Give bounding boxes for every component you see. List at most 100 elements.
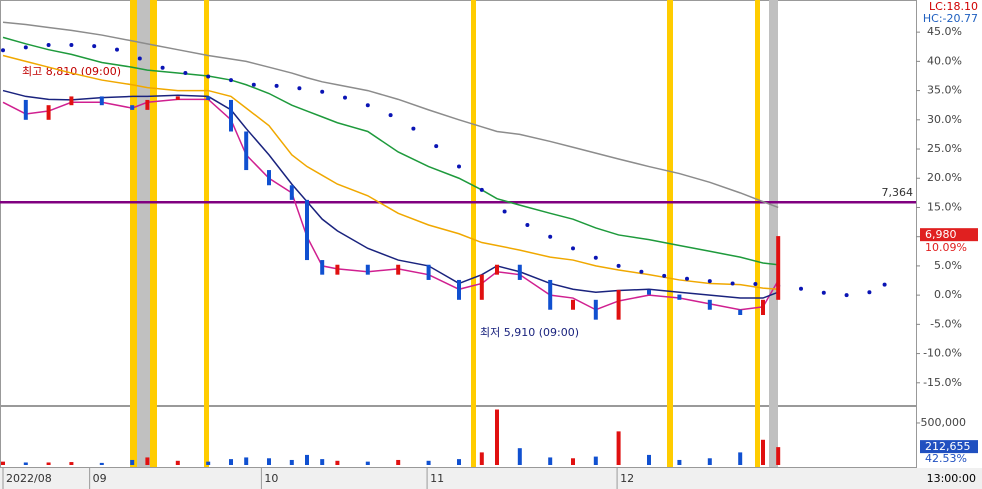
candle (677, 294, 682, 300)
y-tick-label: 45.0% (927, 25, 962, 38)
last-volume: 212,655 (925, 440, 971, 453)
ma-line (2, 89, 779, 299)
ma-line (2, 54, 779, 291)
volume-bar (396, 459, 401, 465)
sar-dot (343, 95, 347, 100)
x-tick-label: 10 (264, 472, 278, 485)
candle (517, 264, 522, 280)
sar-dot (821, 290, 826, 295)
volume-bar (130, 459, 135, 465)
volume-bar (206, 461, 211, 465)
candle (99, 96, 104, 106)
signal-band (137, 0, 150, 467)
candle (206, 96, 211, 100)
x-tick-label: 2022/08 (6, 472, 52, 485)
candle (289, 185, 294, 200)
sar-dot (707, 279, 712, 284)
sar-dot (46, 43, 51, 47)
volume-bar (145, 457, 150, 465)
volume-bar (426, 460, 431, 465)
sar-dot (548, 234, 553, 239)
sar-dot (616, 263, 621, 268)
sar-dot (1, 48, 5, 53)
candle (776, 236, 781, 300)
candle (69, 96, 74, 106)
candle (396, 264, 401, 275)
y-tick-label: 25.0% (927, 142, 962, 155)
candle (267, 170, 271, 186)
candle (320, 260, 325, 275)
candle (707, 299, 712, 310)
sar-dot (525, 223, 530, 227)
time-label: 13:00:00 (927, 472, 976, 485)
signal-band (769, 0, 778, 467)
y-tick-label: 5.0% (934, 259, 962, 272)
signal-band (755, 0, 760, 467)
volume-ratio: 42.53% (925, 452, 967, 465)
candle (479, 274, 484, 300)
x-tick-label: 11 (430, 472, 444, 485)
sar-dot (160, 65, 165, 70)
volume-bar (677, 459, 682, 465)
volume-tick-label: 500,000 (921, 416, 967, 429)
sar-dot (479, 187, 484, 192)
candle (616, 289, 621, 320)
sar-dot (685, 276, 689, 281)
candle (229, 99, 233, 132)
candle (548, 279, 553, 310)
volume-bar (365, 461, 370, 465)
y-tick-label: -15.0% (923, 376, 962, 389)
signal-band (667, 0, 673, 467)
volume-bar (616, 431, 621, 465)
volume-bar (244, 457, 249, 465)
sar-dot (69, 43, 74, 47)
volume-bar (1, 461, 5, 465)
sar-dot (23, 45, 28, 50)
volume-bar (320, 459, 325, 465)
volume-bar (548, 457, 553, 465)
sar-dot (115, 47, 119, 52)
candle (175, 96, 180, 100)
sar-dot (730, 281, 735, 286)
sar-dot (639, 269, 644, 274)
volume-bar (23, 462, 28, 465)
sar-dot (882, 282, 887, 287)
signal-bands (130, 0, 778, 467)
sar-dot (411, 126, 416, 131)
volume-bar (229, 459, 233, 465)
high-label: 최고 8,810 (09:00) (22, 65, 121, 78)
hc-label: HC:-20.77 (923, 12, 978, 25)
candle (335, 264, 340, 275)
y-tick-label: 15.0% (927, 200, 962, 213)
sar-dot (753, 282, 758, 287)
reference-label: 7,364 (882, 186, 914, 199)
x-tick-label: 12 (620, 472, 634, 485)
candle (495, 264, 499, 275)
sar-dot (274, 83, 279, 88)
volume-bar (335, 460, 340, 465)
ma-line (2, 21, 779, 209)
sar-dot (388, 113, 393, 118)
candle (145, 99, 150, 110)
sar-dot (183, 71, 188, 76)
volume-bar (267, 458, 271, 465)
candle (738, 309, 743, 315)
volume-bar (479, 452, 484, 465)
x-tick-label: 09 (93, 472, 107, 485)
volume-bar (305, 454, 309, 465)
candle (305, 199, 309, 261)
last-volume-box (920, 440, 978, 454)
volume-bar (69, 462, 74, 465)
candle (365, 264, 370, 275)
candle (761, 299, 765, 315)
candle (130, 105, 135, 110)
y-tick-label: 35.0% (927, 84, 962, 97)
y-tick-label: -10.0% (923, 347, 962, 360)
last-price-box (920, 228, 978, 242)
candle (23, 99, 28, 120)
volume-bar (647, 454, 651, 465)
sar-dot (844, 293, 849, 298)
x-axis-bar (0, 468, 982, 489)
sar-dot (297, 86, 302, 91)
